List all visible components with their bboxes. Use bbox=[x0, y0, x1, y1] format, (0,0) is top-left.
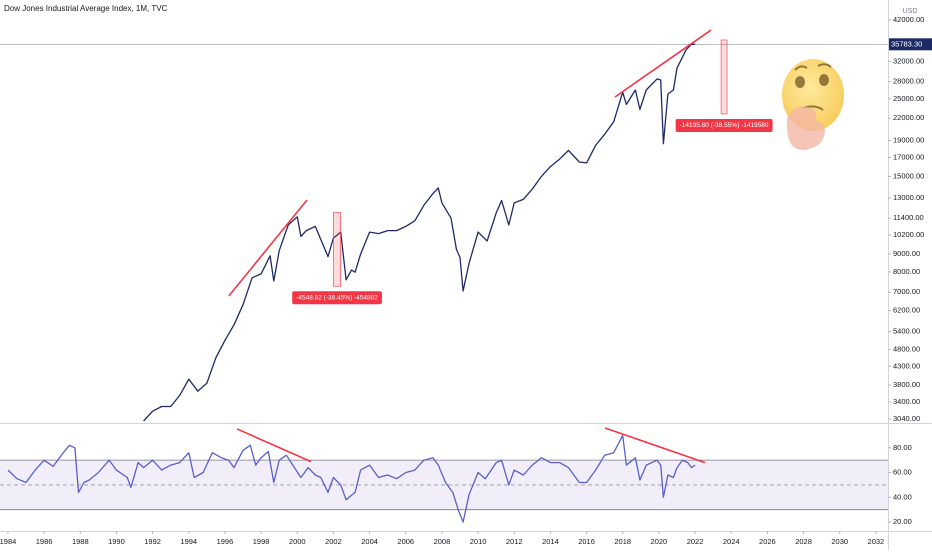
measure-box bbox=[333, 212, 341, 287]
rsi-y-tick-label: 20.00 bbox=[893, 517, 912, 526]
y-tick-label: 25000.00 bbox=[893, 94, 924, 103]
x-tick-label: 1990 bbox=[108, 537, 125, 546]
y-tick-label: 9000.00 bbox=[893, 249, 920, 258]
unit-label: USD bbox=[903, 8, 918, 15]
chart-title: Dow Jones Industrial Average Index, 1M, … bbox=[4, 4, 168, 13]
y-tick-label: 4300.00 bbox=[893, 361, 920, 370]
x-tick-label: 1984 bbox=[0, 537, 16, 546]
x-tick-label: 2010 bbox=[470, 537, 487, 546]
y-tick-label: 19000.00 bbox=[893, 136, 924, 145]
y-tick-label: 32000.00 bbox=[893, 56, 924, 65]
y-tick-label: 13000.00 bbox=[893, 193, 924, 202]
x-tick-label: 2024 bbox=[723, 537, 740, 546]
x-tick-label: 2028 bbox=[795, 537, 812, 546]
trendline bbox=[614, 29, 712, 98]
price-line-group bbox=[143, 43, 696, 422]
y-tick-label: 42000.00 bbox=[893, 15, 924, 24]
y-tick-label: 3800.00 bbox=[893, 380, 920, 389]
x-tick-label: 2030 bbox=[831, 537, 848, 546]
last-price-label: 35783.30 bbox=[891, 39, 922, 48]
x-tick-label: 2026 bbox=[759, 537, 776, 546]
x-tick-label: 2008 bbox=[434, 537, 451, 546]
x-tick-label: 2020 bbox=[651, 537, 668, 546]
x-tick-label: 1988 bbox=[72, 537, 89, 546]
x-tick-label: 2016 bbox=[578, 537, 595, 546]
y-tick-label: 15000.00 bbox=[893, 171, 924, 180]
trendline bbox=[236, 428, 312, 463]
rsi-y-tick-label: 60.00 bbox=[893, 468, 912, 477]
trendline bbox=[604, 427, 706, 464]
price-axis-bg bbox=[888, 0, 932, 550]
x-tick-label: 2002 bbox=[325, 537, 342, 546]
last-price-box bbox=[889, 38, 932, 51]
y-tick-label: 7000.00 bbox=[893, 287, 920, 296]
x-tick-label: 2032 bbox=[868, 537, 885, 546]
x-tick-label: 1998 bbox=[253, 537, 270, 546]
y-tick-label: 17000.00 bbox=[893, 152, 924, 161]
x-tick-label: 1996 bbox=[217, 537, 234, 546]
measure-label: -14195.80 (-38.55%) -1419580 bbox=[680, 122, 769, 129]
measure-label-bg bbox=[675, 118, 773, 132]
y-tick-label: 6200.00 bbox=[893, 306, 920, 315]
trendline bbox=[228, 199, 308, 297]
x-tick-label: 1992 bbox=[144, 537, 161, 546]
y-tick-label: 3040.00 bbox=[893, 414, 920, 423]
x-tick-label: 1986 bbox=[36, 537, 53, 546]
measure-label-bg bbox=[292, 291, 382, 305]
x-tick-label: 2006 bbox=[397, 537, 414, 546]
rsi-y-tick-label: 40.00 bbox=[893, 492, 912, 501]
thinking-emoji bbox=[782, 59, 844, 150]
x-tick-label: 1994 bbox=[180, 537, 197, 546]
y-tick-label: 5400.00 bbox=[893, 327, 920, 336]
rsi-y-tick-label: 80.00 bbox=[893, 443, 912, 452]
y-tick-label: 4800.00 bbox=[893, 345, 920, 354]
y-tick-label: 11400.00 bbox=[893, 213, 924, 222]
x-tick-label: 2022 bbox=[687, 537, 704, 546]
x-tick-label: 2018 bbox=[614, 537, 631, 546]
y-tick-label: 8000.00 bbox=[893, 267, 920, 276]
x-tick-label: 2012 bbox=[506, 537, 523, 546]
rsi-line bbox=[7, 434, 696, 523]
x-tick-label: 2014 bbox=[542, 537, 559, 546]
x-tick-label: 2000 bbox=[289, 537, 306, 546]
y-tick-label: 22000.00 bbox=[893, 113, 924, 122]
price-line bbox=[143, 43, 696, 422]
y-tick-label: 3400.00 bbox=[893, 397, 920, 406]
measure-box bbox=[720, 39, 728, 115]
y-tick-label: 28000.00 bbox=[893, 77, 924, 86]
x-tick-label: 2004 bbox=[361, 537, 378, 546]
rsi-line-group bbox=[7, 434, 696, 523]
measure-label: -4548.82 (-38.45%) -454882 bbox=[296, 294, 378, 301]
y-tick-label: 10200.00 bbox=[893, 230, 924, 239]
